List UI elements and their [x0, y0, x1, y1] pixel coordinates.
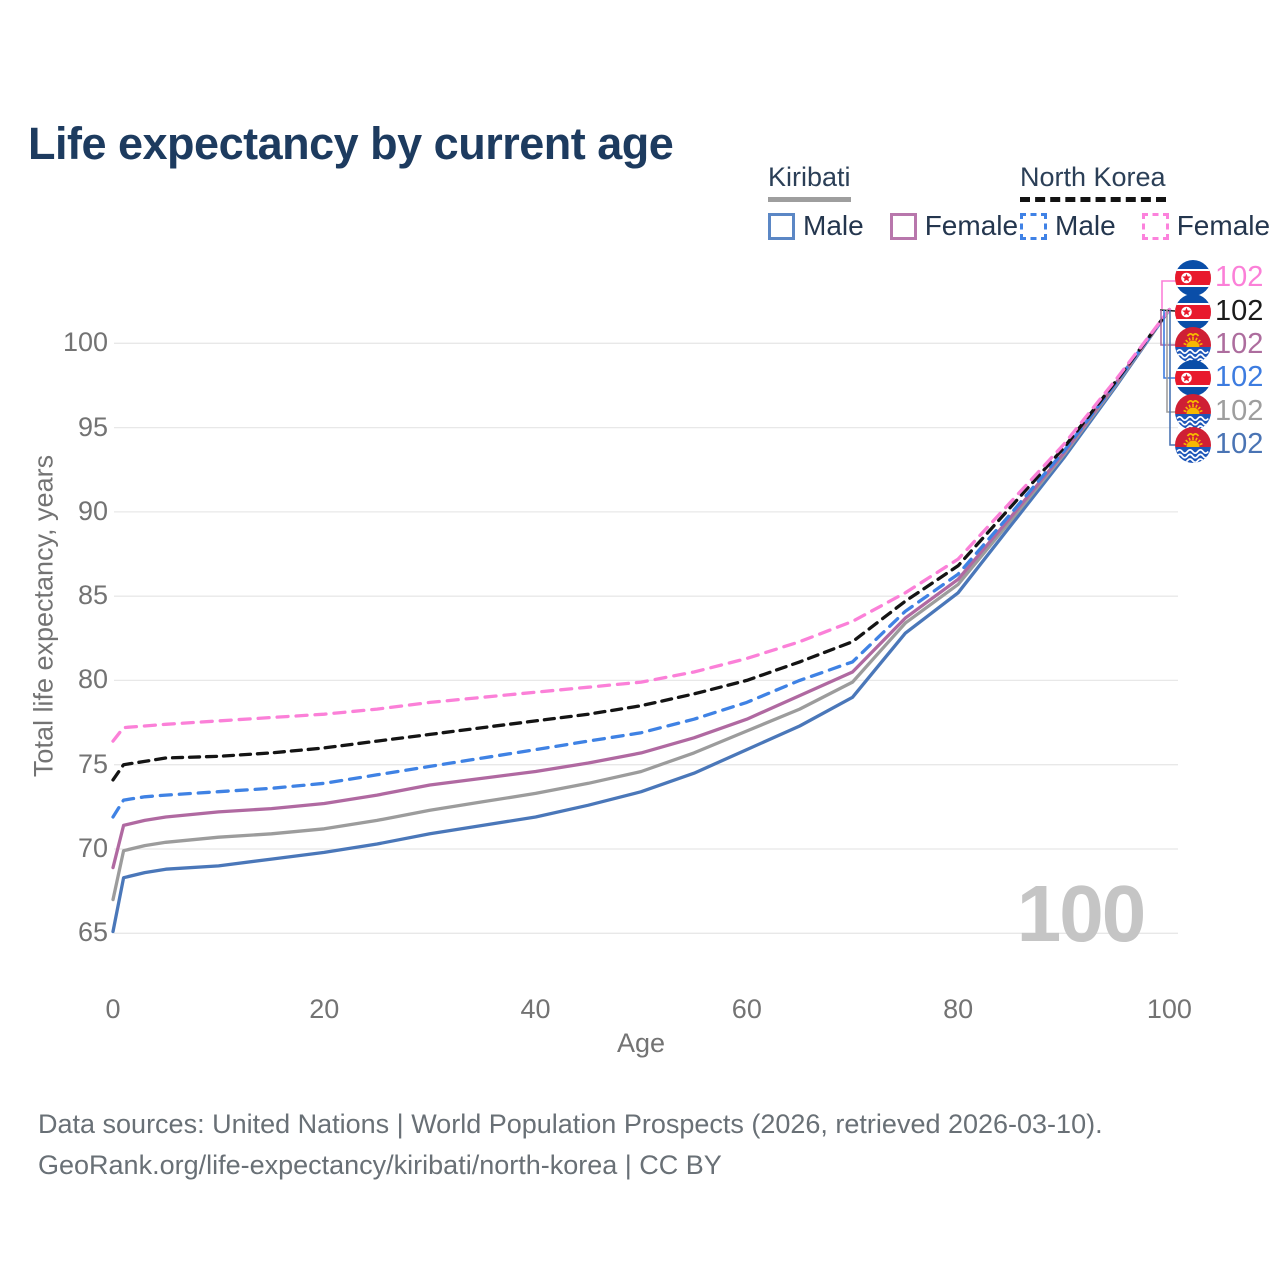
footer: Data sources: United Nations | World Pop… — [38, 1104, 1103, 1186]
legend-kiribati-female-swatch[interactable] — [889, 212, 917, 240]
x-tick-label: 40 — [520, 994, 551, 1024]
series-line-kiribati-both[interactable] — [111, 307, 1172, 902]
x-tick-label: 80 — [943, 994, 974, 1024]
x-tick-label: 20 — [309, 994, 340, 1024]
y-tick-label: 75 — [77, 748, 108, 779]
y-tick-label: 70 — [77, 833, 108, 863]
series-line-kiribati-female[interactable] — [111, 307, 1172, 870]
end-label-leader — [1169, 310, 1175, 446]
x-tick-label: 60 — [731, 994, 762, 1024]
legend-kiribati-male-label[interactable]: Male — [803, 210, 864, 241]
kiribati-flag-icon — [1175, 427, 1211, 463]
kiribati-flag-icon — [1175, 327, 1211, 363]
end-value-label[interactable]: 102 — [1215, 361, 1264, 393]
end-value-label[interactable]: 102 — [1215, 428, 1264, 460]
end-label-leader — [1161, 280, 1175, 309]
y-tick-label: 90 — [77, 495, 108, 526]
series-line-kiribati-male[interactable] — [111, 307, 1172, 934]
star-glyph — [1182, 307, 1191, 316]
series-line-north-korea-male[interactable] — [111, 307, 1172, 819]
legend-kiribati-title[interactable]: Kiribati — [768, 162, 851, 202]
legend-north-korea-male-swatch[interactable] — [1020, 212, 1047, 240]
y-tick-label: 100 — [62, 327, 108, 358]
end-value-label[interactable]: 102 — [1215, 295, 1264, 327]
legend-north-korea-title[interactable]: North Korea — [1020, 162, 1166, 202]
end-label-leader — [1163, 310, 1175, 379]
y-tick-label: 65 — [77, 917, 108, 948]
x-tick-label: 0 — [105, 994, 121, 1024]
star-glyph — [1182, 373, 1191, 382]
y-tick-label: 85 — [77, 580, 108, 611]
end-label-leader — [1166, 310, 1175, 413]
x-tick-label: 100 — [1146, 994, 1192, 1024]
legend-north-korea-female-swatch[interactable] — [1141, 212, 1169, 240]
legend-group-kiribati: Kiribati Male Female — [768, 162, 1018, 242]
north-korea-flag-icon — [1175, 360, 1211, 396]
y-tick-label: 80 — [77, 664, 108, 695]
legend-kiribati-female-label[interactable]: Female — [924, 210, 1019, 241]
footer-sources-line: Data sources: United Nations | World Pop… — [38, 1109, 1103, 1139]
y-tick-label: 95 — [77, 411, 108, 442]
page-title: Life expectancy by current age — [28, 118, 674, 170]
end-value-label[interactable]: 102 — [1215, 395, 1264, 427]
footer-url-line[interactable]: GeoRank.org/life-expectancy/kiribati/nor… — [38, 1150, 722, 1180]
end-value-label[interactable]: 102 — [1215, 328, 1264, 360]
legend-group-north-korea: North Korea Male Female — [1020, 162, 1270, 242]
north-korea-flag-icon — [1175, 294, 1211, 330]
series-line-north-korea-female[interactable] — [111, 307, 1172, 743]
series-line-north-korea-both[interactable] — [111, 307, 1172, 782]
y-axis-title: Total life expectancy, years — [28, 454, 59, 778]
legend-north-korea-male-label[interactable]: Male — [1055, 210, 1116, 241]
star-glyph — [1182, 273, 1191, 282]
end-value-label[interactable]: 102 — [1215, 261, 1264, 293]
north-korea-flag-icon — [1175, 260, 1211, 296]
kiribati-flag-icon — [1175, 394, 1211, 430]
x-axis-title: Age — [616, 1028, 666, 1058]
legend-kiribati-male-swatch[interactable] — [768, 212, 795, 240]
hover-age-indicator: 100 — [1016, 869, 1146, 958]
legend-north-korea-female-label[interactable]: Female — [1176, 210, 1271, 241]
